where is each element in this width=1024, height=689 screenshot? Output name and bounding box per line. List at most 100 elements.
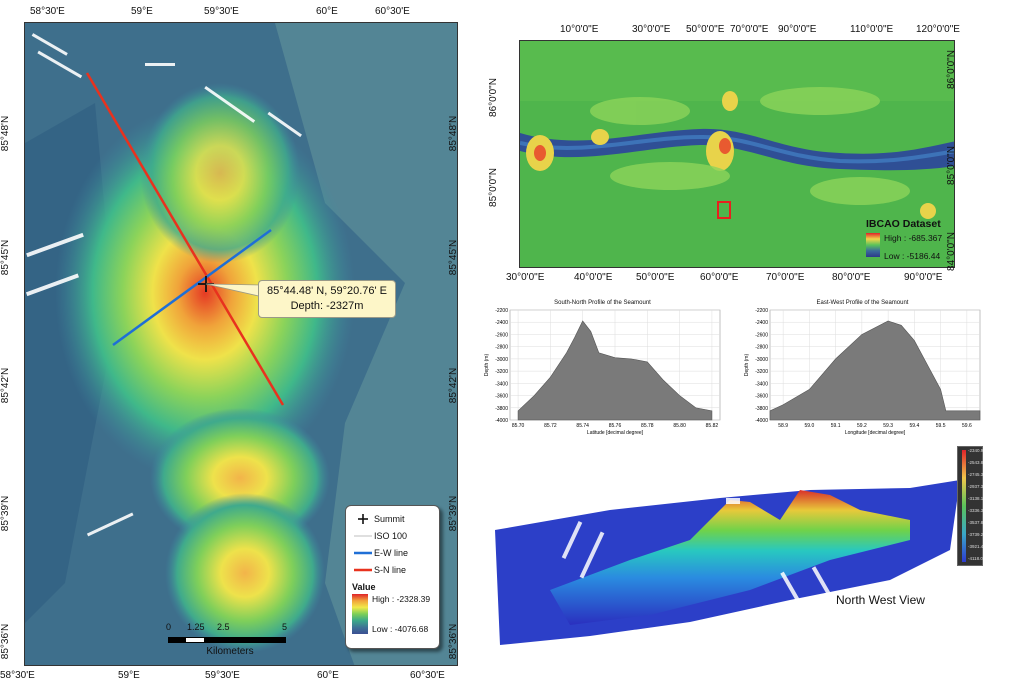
overview-raster — [520, 41, 954, 267]
ibcao-legend-title: IBCAO Dataset — [866, 218, 941, 230]
main-left-tick: 85°48'N — [0, 115, 12, 152]
3d-bar-label: -2937.3 — [968, 484, 984, 489]
x-tick-label: 85.76 — [609, 423, 622, 429]
ov-top-tick: 10°0'0"E — [560, 24, 599, 35]
main-right-tick: 85°36'N — [448, 623, 460, 660]
y-tick-label: -2400 — [495, 320, 508, 326]
ov-top-tick: 90°0'0"E — [778, 24, 817, 35]
main-right-tick: 85°48'N — [448, 115, 460, 152]
ibcao-low: Low : -5186.44 — [884, 251, 941, 261]
ew-profile-svg: -2200 -2400 -2600 -2800 -3000 -3200 -3400 -3600… — [744, 308, 981, 436]
x-tick-label: 59.3 — [883, 423, 893, 429]
scale-label: 1.25 — [187, 622, 205, 632]
ov-top-tick: 50°0'0"E — [686, 24, 725, 35]
summit-depth: Depth: -2327m — [290, 300, 364, 312]
ew-profile-line — [112, 228, 272, 347]
3d-gradient — [962, 450, 966, 562]
main-left-tick: 85°45'N — [0, 239, 12, 276]
3d-color-bar: -2340.9 -2543.8 -2745.3 -2937.3 -3138.1 … — [957, 446, 983, 566]
main-top-tick: 58°30'E — [30, 6, 65, 17]
y-tick-label: -3400 — [495, 381, 508, 387]
study-area-box — [717, 201, 731, 219]
ov-top-tick: 120°0'0"E — [916, 24, 960, 35]
ov-bottom-tick: 70°0'0"E — [766, 272, 805, 283]
y-axis-label: Depth (m) — [744, 354, 750, 377]
y-tick-label: -2400 — [755, 320, 768, 326]
summit-coordinates: 85°44.48' N, 59°20.76' E — [266, 285, 388, 297]
ibcao-high: High : -685.367 — [884, 233, 943, 243]
sn-profile-line — [85, 72, 285, 406]
ov-left-tick: 86°0'0"N — [487, 78, 499, 117]
3d-bar-label: -3138.1 — [968, 496, 984, 501]
y-tick-label: -4000 — [495, 418, 508, 424]
x-tick-label: 85.74 — [576, 423, 589, 429]
main-bottom-tick: 59°30'E — [205, 670, 240, 681]
main-top-tick: 60°E — [316, 6, 338, 17]
profile-title: East-West Profile of the Seamount — [816, 300, 909, 306]
ov-top-tick: 30°0'0"E — [632, 24, 671, 35]
3d-bar-label: -2745.3 — [968, 472, 984, 477]
main-left-tick: 85°42'N — [0, 367, 12, 404]
summit-callout: 85°44.48' N, 59°20.76' E Depth: -2327m — [258, 280, 396, 318]
legend-value-title: Value — [352, 582, 376, 592]
3d-bar-label: -3739.2 — [968, 532, 984, 537]
sn-profile-chart: South-North Profile of the Seamount -220… — [480, 300, 725, 436]
ov-right-tick: 86°0'0"N — [945, 50, 957, 89]
y-tick-label: -4000 — [755, 418, 768, 424]
ov-bottom-tick: 30°0'0"E — [506, 272, 545, 283]
color-ramp-bar — [352, 594, 368, 634]
main-top-tick: 60°30'E — [375, 6, 410, 17]
legend-sn: S-N line — [352, 561, 433, 578]
x-tick-label: 85.72 — [544, 423, 557, 429]
scale-label: 5 — [282, 622, 288, 632]
x-tick-label: 59.6 — [962, 423, 972, 429]
y-tick-label: -3800 — [495, 406, 508, 412]
ibcao-overview-map — [519, 40, 955, 268]
sn-profile-svg: -2200 -2400 -2600 -2800 -3000 -3200 -3400 -3600… — [484, 308, 721, 436]
profile-area — [769, 320, 981, 421]
y-tick-label: -2600 — [495, 332, 508, 338]
3d-seamount-surface — [550, 490, 910, 625]
legend-iso: ISO 100 — [352, 527, 433, 544]
y-tick-label: -2800 — [755, 345, 768, 351]
y-axis-label: Depth (m) — [484, 354, 490, 377]
main-bottom-tick: 60°E — [317, 670, 339, 681]
cross-icon — [352, 513, 374, 525]
scale-label: 2.5 — [217, 622, 230, 632]
x-tick-label: 85.82 — [706, 423, 719, 429]
x-axis-label: Longitude [decimal degree] — [845, 430, 906, 436]
ov-bottom-tick: 60°0'0"E — [700, 272, 739, 283]
ramp-high: High : -2328.39 — [372, 594, 431, 604]
legend-ew: E-W line — [352, 544, 433, 561]
3d-bar-label: -4118.0 — [968, 556, 983, 561]
iso-line-icon — [354, 535, 372, 536]
x-tick-label: 85.80 — [673, 423, 686, 429]
main-bottom-tick: 60°30'E — [410, 670, 445, 681]
scale-label: 0 — [166, 622, 172, 632]
x-tick-label: 85.70 — [512, 423, 525, 429]
scale-segments — [168, 637, 286, 643]
main-right-tick: 85°42'N — [448, 367, 460, 404]
ov-right-tick: 85°0'0"N — [945, 146, 957, 185]
y-tick-label: -3000 — [495, 357, 508, 363]
main-right-tick: 85°45'N — [448, 239, 460, 276]
main-right-tick: 85°39'N — [448, 495, 460, 532]
legend-summit-label: Summit — [374, 513, 405, 524]
3d-bar-label: -2543.8 — [968, 460, 984, 465]
main-top-tick: 59°E — [131, 6, 153, 17]
ov-top-tick: 110°0'0"E — [850, 24, 894, 35]
scale-unit: Kilometers — [206, 646, 254, 657]
y-tick-label: -2200 — [755, 308, 768, 314]
ibcao-legend: IBCAO Dataset High : -685.367 Low : -518… — [866, 218, 956, 261]
main-top-tick: 59°30'E — [204, 6, 239, 17]
y-tick-label: -3800 — [755, 406, 768, 412]
3d-bar-label: -2340.9 — [968, 448, 984, 453]
ov-left-tick: 85°0'0"N — [487, 168, 499, 207]
3d-bar-label: -3921.4 — [968, 544, 984, 549]
y-tick-label: -3200 — [495, 369, 508, 375]
y-tick-label: -3000 — [755, 357, 768, 363]
legend-iso-label: ISO 100 — [374, 530, 408, 541]
view-label: North West View — [836, 593, 925, 607]
y-tick-label: -3600 — [755, 394, 768, 400]
main-bathymetry-map — [24, 22, 458, 666]
